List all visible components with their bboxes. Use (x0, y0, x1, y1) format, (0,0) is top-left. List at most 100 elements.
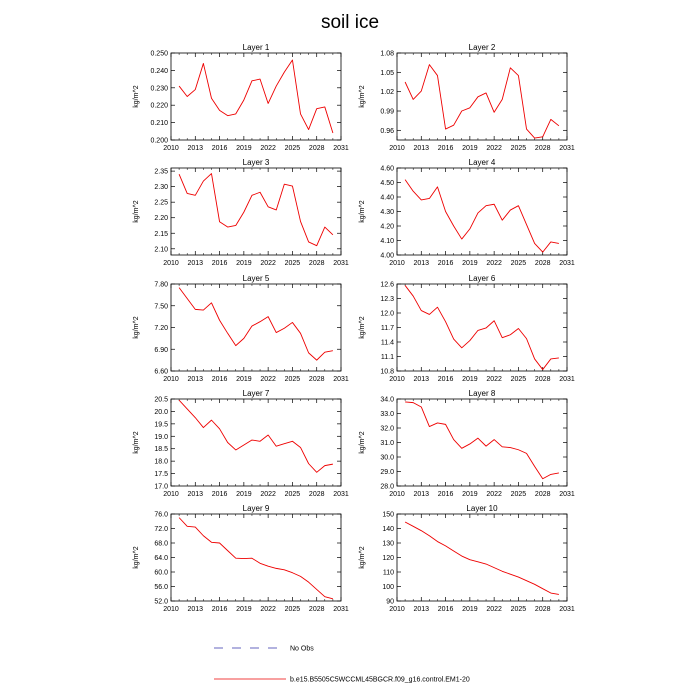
y-tick-label: 110 (383, 570, 394, 577)
x-tick-label: 2025 (285, 260, 301, 267)
x-tick-label: 2016 (438, 491, 454, 498)
y-tick-label: 11.7 (381, 325, 394, 332)
y-tick-label: 33.0 (380, 411, 394, 418)
x-tick-label: 2028 (309, 491, 325, 498)
y-tick-label: 0.240 (150, 68, 168, 75)
panel-title-layer-10: Layer 10 (466, 504, 498, 513)
series-line-layer-7 (178, 399, 333, 473)
y-tick-label: 7.50 (154, 303, 168, 310)
x-tick-label: 2025 (511, 376, 527, 383)
x-tick-label: 2010 (389, 260, 405, 267)
y-tick-label: 29.0 (380, 469, 394, 476)
y-tick-label: 12.0 (380, 311, 394, 318)
y-tick-label: 60.0 (154, 570, 168, 577)
y-tick-label: 1.02 (380, 89, 394, 96)
x-tick-label: 2016 (438, 376, 454, 383)
x-tick-label: 2022 (486, 260, 502, 267)
y-axis-label: kg/m^2 (359, 431, 366, 453)
x-tick-label: 2031 (333, 145, 349, 152)
panel-title-layer-6: Layer 6 (469, 274, 496, 283)
x-tick-label: 2025 (511, 145, 527, 152)
y-tick-label: 4.40 (380, 195, 394, 202)
x-tick-label: 2013 (413, 376, 429, 383)
x-tick-label: 2010 (389, 145, 405, 152)
x-tick-label: 2031 (333, 376, 349, 383)
y-axis-label: kg/m^2 (133, 200, 140, 222)
y-tick-label: 19.0 (154, 434, 168, 441)
x-tick-label: 2019 (236, 145, 252, 152)
x-tick-label: 2010 (163, 376, 179, 383)
panel-title-layer-3: Layer 3 (243, 158, 270, 167)
x-tick-label: 2013 (187, 491, 203, 498)
y-tick-label: 0.220 (150, 103, 168, 110)
x-tick-label: 2028 (535, 260, 551, 267)
y-tick-label: 2.15 (154, 231, 168, 238)
panel-title-layer-9: Layer 9 (243, 504, 270, 513)
y-tick-label: 19.5 (154, 421, 168, 428)
panel-title-layer-7: Layer 7 (243, 389, 270, 398)
y-tick-label: 72.0 (154, 526, 168, 533)
series-line-layer-10 (404, 521, 559, 595)
x-tick-label: 2028 (309, 145, 325, 152)
y-axis-label: kg/m^2 (133, 85, 140, 107)
y-tick-label: 12.3 (380, 296, 394, 303)
x-tick-label: 2010 (163, 491, 179, 498)
x-tick-label: 2013 (187, 145, 203, 152)
y-tick-label: 7.80 (154, 282, 168, 289)
x-tick-label: 2010 (389, 491, 405, 498)
y-axis-label: kg/m^2 (359, 85, 366, 107)
y-tick-label: 18.0 (154, 459, 168, 466)
x-tick-label: 2019 (462, 260, 478, 267)
y-tick-label: 6.90 (154, 347, 168, 354)
x-tick-label: 2019 (236, 606, 252, 613)
y-tick-label: 17.5 (154, 471, 168, 478)
x-tick-label: 2022 (486, 606, 502, 613)
y-tick-label: 68.0 (154, 541, 168, 548)
y-tick-label: 2.30 (154, 184, 168, 191)
y-tick-label: 64.0 (154, 555, 168, 562)
y-tick-label: 18.5 (154, 446, 168, 453)
series-line-layer-1 (178, 59, 334, 134)
x-tick-label: 2025 (285, 376, 301, 383)
x-tick-label: 2016 (212, 376, 228, 383)
x-tick-label: 2031 (559, 260, 575, 267)
legend-series-label: b.e15.B5505C5WCCML45BGCR.f09_g16.control… (290, 677, 470, 684)
x-tick-label: 2010 (163, 260, 179, 267)
y-tick-label: 12.6 (380, 282, 394, 289)
x-tick-label: 2031 (559, 145, 575, 152)
x-tick-label: 2019 (462, 145, 478, 152)
x-tick-label: 2022 (260, 260, 276, 267)
y-tick-label: 4.60 (380, 166, 394, 173)
plot-frame-layer-4 (396, 167, 568, 256)
panel-layer-2: Layer 2 2010 2013 2016 2019 2022 2025 2028 2031 0… (359, 43, 575, 152)
y-tick-label: 34.0 (380, 397, 394, 404)
series-line-layer-5 (178, 287, 333, 361)
y-tick-label: 76.0 (154, 512, 168, 519)
panel-title-layer-5: Layer 5 (243, 274, 270, 283)
x-tick-label: 2031 (559, 491, 575, 498)
series-line-layer-2 (404, 64, 560, 139)
x-tick-label: 2028 (535, 145, 551, 152)
y-tick-label: 4.10 (380, 238, 394, 245)
x-tick-label: 2022 (486, 376, 502, 383)
panel-title-layer-4: Layer 4 (469, 158, 496, 167)
y-tick-label: 2.35 (154, 169, 168, 176)
x-tick-label: 2019 (462, 376, 478, 383)
x-tick-label: 2028 (535, 491, 551, 498)
x-tick-label: 2031 (559, 376, 575, 383)
y-tick-label: 52.0 (154, 599, 168, 606)
y-axis-label: kg/m^2 (133, 546, 140, 568)
x-tick-label: 2028 (535, 376, 551, 383)
y-tick-label: 6.60 (154, 369, 168, 376)
panel-title-layer-2: Layer 2 (469, 43, 496, 52)
series-line-layer-6 (404, 285, 559, 370)
plot-frame-layer-2 (396, 52, 568, 141)
y-tick-label: 0.99 (380, 109, 394, 116)
x-tick-label: 2013 (413, 145, 429, 152)
y-tick-label: 120 (382, 555, 394, 562)
y-tick-label: 130 (382, 541, 394, 548)
panel-layer-1: Layer 1 2010 2013 2016 2019 2022 2025 2028 2031 0… (133, 43, 349, 152)
x-tick-label: 2031 (333, 491, 349, 498)
y-tick-label: 1.08 (380, 51, 394, 58)
y-tick-label: 1.05 (380, 70, 394, 77)
